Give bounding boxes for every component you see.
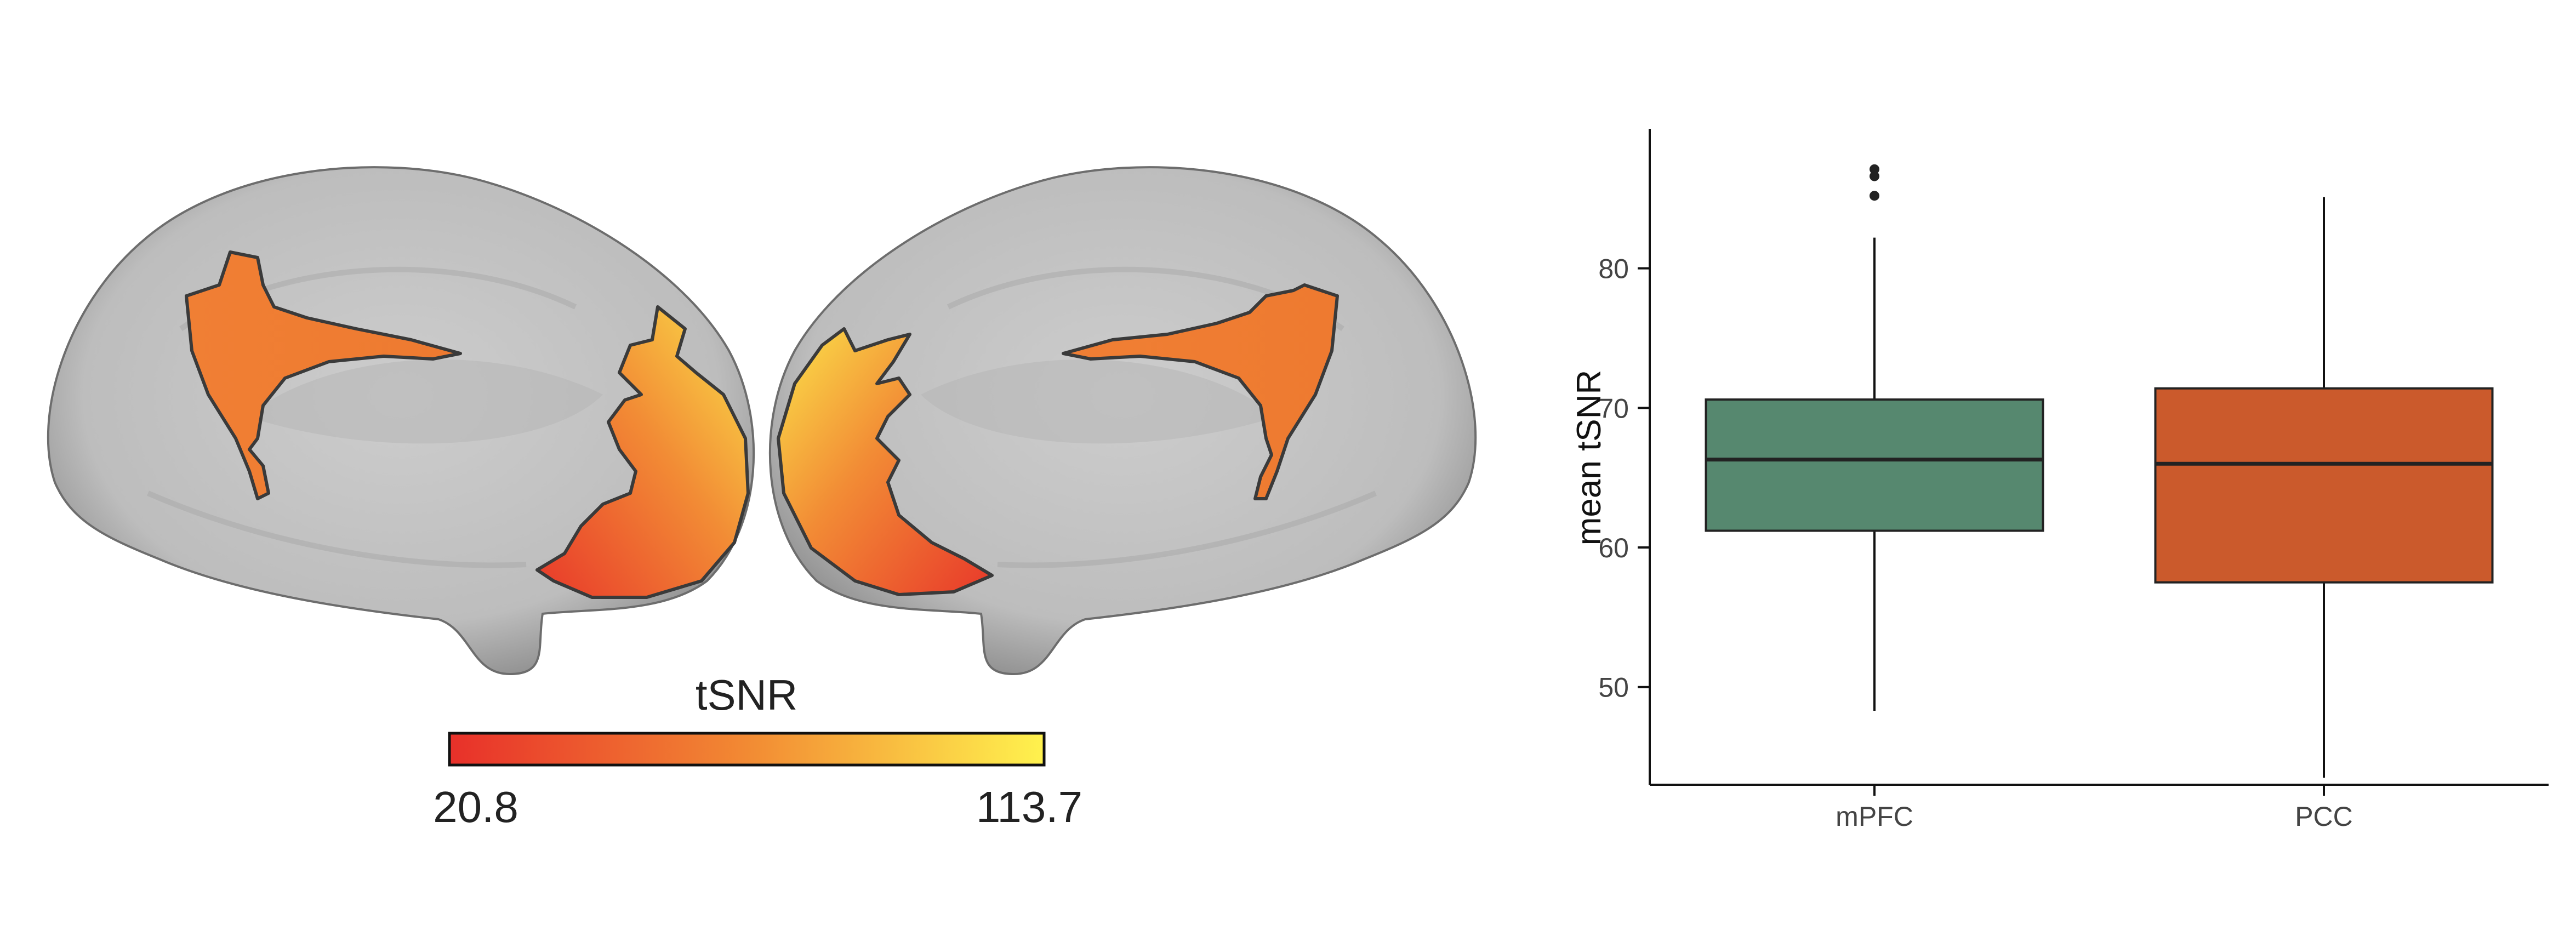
colorbar: tSNR 20.8 113.7 (433, 671, 1082, 831)
outlier-point (1870, 171, 1879, 181)
y-tick-label: 50 (1598, 672, 1629, 703)
box-plot: mean tSNR 50 60 70 80 mPFC PCC (1570, 129, 2549, 832)
y-tick-label: 70 (1598, 393, 1629, 424)
iqr-box (2154, 387, 2494, 584)
right-hemisphere-surface (768, 166, 1477, 676)
brain-panel: tSNR 20.8 113.7 (47, 166, 1477, 831)
y-tick-label: 60 (1598, 533, 1629, 563)
iqr-box (1705, 398, 2044, 532)
box-mpfc (1705, 164, 2044, 711)
colorbar-gradient (448, 732, 1046, 767)
x-ticks: mPFC PCC (1836, 785, 2353, 832)
y-ticks: 50 60 70 80 (1598, 254, 1650, 703)
colorbar-max-label: 113.7 (976, 783, 1082, 831)
outlier-point (1870, 191, 1879, 201)
box-pcc (2154, 197, 2494, 778)
colorbar-min-label: 20.8 (433, 783, 518, 831)
left-hemisphere-surface (47, 166, 755, 676)
outlier-point (1870, 164, 1879, 174)
colorbar-title: tSNR (696, 671, 797, 719)
x-tick-label: PCC (2295, 801, 2353, 832)
x-tick-label: mPFC (1836, 801, 1913, 832)
y-tick-label: 80 (1598, 254, 1629, 284)
y-axis-title: mean tSNR (1570, 370, 1608, 545)
boxes (1705, 164, 2494, 778)
